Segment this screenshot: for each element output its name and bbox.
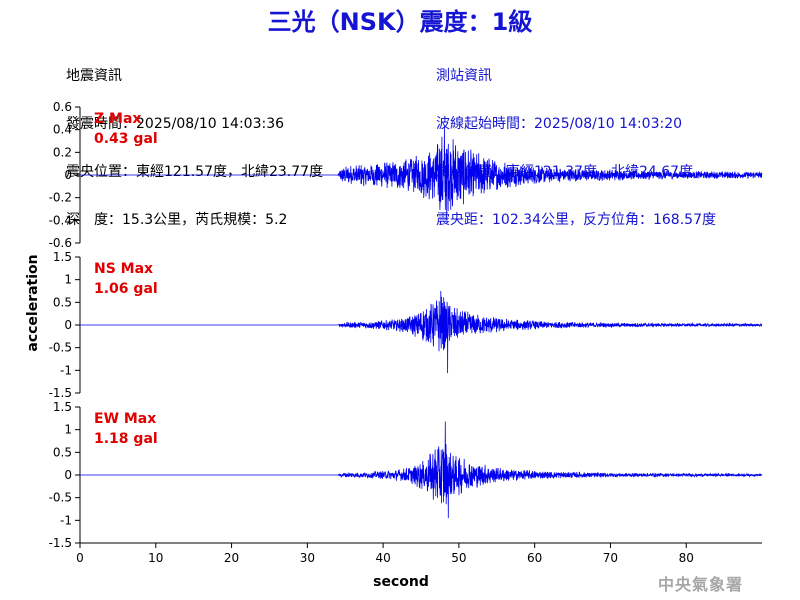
epicenter-location: 震央位置：東經121.57度，北緯23.77度 bbox=[66, 164, 324, 180]
y-tick-label-NS: 0 bbox=[64, 318, 72, 332]
y-tick-label-Z: 0 bbox=[64, 168, 72, 182]
waveform-start-time: 波線起始時間：2025/08/10 14:03:20 bbox=[436, 116, 683, 132]
x-tick-label: 30 bbox=[300, 551, 315, 565]
y-tick-label-EW: 1.5 bbox=[53, 400, 72, 414]
max-label-Z: Z Max bbox=[94, 111, 141, 127]
x-tick-label: 10 bbox=[148, 551, 163, 565]
y-tick-label-Z: -0.2 bbox=[49, 191, 72, 205]
y-tick-label-EW: 0.5 bbox=[53, 445, 72, 459]
max-value-Z: 0.43 gal bbox=[94, 131, 158, 147]
y-tick-label-NS: 1 bbox=[64, 273, 72, 287]
y-tick-label-EW: 1 bbox=[64, 423, 72, 437]
y-tick-label-NS: 0.5 bbox=[53, 295, 72, 309]
earthquake-info-heading: 地震資訊 bbox=[66, 68, 122, 84]
y-tick-label-Z: -0.4 bbox=[49, 213, 72, 227]
y-tick-label-EW: -1 bbox=[60, 513, 72, 527]
x-tick-label: 40 bbox=[375, 551, 390, 565]
x-tick-label: 60 bbox=[527, 551, 542, 565]
x-tick-label: 20 bbox=[224, 551, 239, 565]
waveform-trace-EW bbox=[80, 421, 763, 519]
max-value-EW: 1.18 gal bbox=[94, 431, 158, 447]
y-tick-label-EW: -0.5 bbox=[49, 491, 72, 505]
y-tick-label-Z: 0.2 bbox=[53, 145, 72, 159]
max-label-NS: NS Max bbox=[94, 261, 153, 277]
x-axis-label: second bbox=[373, 574, 429, 590]
earthquake-info: 地震資訊 發震時間：2025/08/10 14:03:36 震央位置：東經121… bbox=[66, 36, 323, 244]
x-tick-label: 80 bbox=[679, 551, 694, 565]
y-tick-label-Z: -0.6 bbox=[49, 236, 72, 250]
max-label-EW: EW Max bbox=[94, 411, 156, 427]
y-tick-label-NS: -1.5 bbox=[49, 386, 72, 400]
y-axis-label: acceleration bbox=[25, 254, 41, 351]
depth-magnitude: 深 度：15.3公里，芮氏規模：5.2 bbox=[66, 212, 288, 228]
y-tick-label-NS: -0.5 bbox=[49, 341, 72, 355]
max-value-NS: 1.06 gal bbox=[94, 281, 158, 297]
waveform-trace-Z bbox=[80, 126, 763, 221]
x-tick-label: 50 bbox=[451, 551, 466, 565]
waveform-trace-NS bbox=[80, 290, 763, 374]
y-tick-label-Z: 0.6 bbox=[53, 100, 72, 114]
epicentral-distance: 震央距：102.34公里，反方位角：168.57度 bbox=[436, 212, 716, 228]
y-tick-label-NS: 1.5 bbox=[53, 250, 72, 264]
y-tick-label-Z: 0.4 bbox=[53, 123, 72, 137]
y-tick-label-EW: 0 bbox=[64, 468, 72, 482]
agency-logo-text: 中央氣象署 bbox=[658, 575, 744, 594]
page-title: 三光（NSK）震度：1級 bbox=[267, 8, 533, 36]
x-tick-label: 70 bbox=[603, 551, 618, 565]
y-tick-label-EW: -1.5 bbox=[49, 536, 72, 550]
origin-time: 發震時間：2025/08/10 14:03:36 bbox=[66, 116, 285, 132]
station-info-heading: 測站資訊 bbox=[436, 68, 492, 84]
y-tick-label-NS: -1 bbox=[60, 363, 72, 377]
x-tick-label: 0 bbox=[76, 551, 84, 565]
